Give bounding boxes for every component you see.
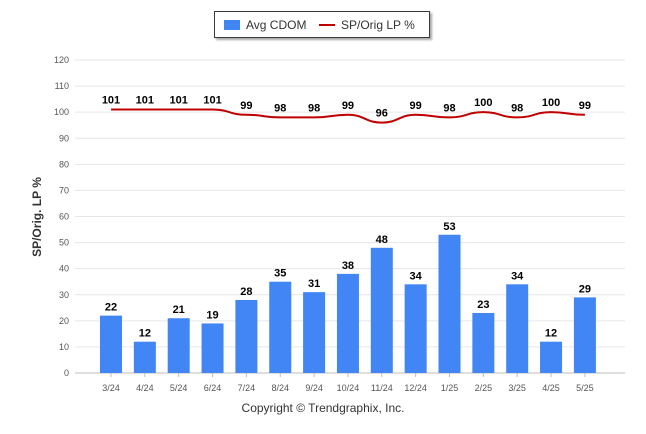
y-tick-label: 30 [59, 290, 69, 300]
line-data-label: 99 [240, 100, 252, 112]
line-series: 101 101 101 101 99 98 98 99 96 99 98 100 98 100 99 [102, 95, 591, 124]
x-axis: 3/24 4/24 5/24 6/24 7/24 8/24 9/24 10/24 11/24 12… [102, 373, 594, 393]
x-tick-label: 6/24 [204, 383, 222, 393]
bar-data-label: 12 [545, 328, 557, 340]
y-tick-label: 70 [59, 185, 69, 195]
x-tick-label: 7/24 [238, 383, 256, 393]
x-tick-label: 8/24 [271, 383, 289, 393]
y-axis: 0 10 20 30 40 50 60 70 80 90 100 110 120 [54, 55, 69, 378]
line-data-label: 101 [102, 95, 120, 107]
y-tick-label: 60 [59, 212, 69, 222]
y-tick-label: 80 [59, 159, 69, 169]
bar [573, 297, 596, 373]
bar-data-label: 38 [342, 260, 354, 272]
bar [133, 341, 156, 373]
y-tick-label: 120 [54, 55, 69, 65]
bar [269, 281, 292, 373]
bar-data-label: 21 [173, 304, 185, 316]
bar-data-label: 22 [105, 302, 117, 314]
bar [472, 313, 495, 373]
gridlines [75, 59, 625, 374]
bar [303, 292, 326, 373]
x-tick-label: 5/24 [170, 383, 188, 393]
bar [167, 318, 190, 373]
bar-data-label: 28 [240, 286, 252, 298]
line-data-label: 99 [410, 100, 422, 112]
copyright-text: Copyright © Trendgraphix, Inc. [241, 401, 405, 415]
bar-data-label: 34 [410, 270, 423, 282]
legend: Avg CDOM SP/Orig LP % [214, 11, 430, 38]
y-tick-label: 40 [59, 264, 69, 274]
bar-data-label: 23 [477, 299, 489, 311]
line-data-label: 98 [511, 102, 523, 114]
line-data-label: 98 [443, 102, 455, 114]
bar [506, 284, 529, 373]
x-tick-label: 12/24 [404, 383, 427, 393]
line-data-label: 98 [274, 102, 286, 114]
bar-data-label: 34 [511, 270, 524, 282]
bar-data-label: 31 [308, 278, 320, 290]
line-data-label: 96 [376, 108, 388, 120]
bar [336, 273, 359, 373]
line-data-label: 99 [579, 100, 591, 112]
x-tick-label: 10/24 [337, 383, 360, 393]
legend-label-bar: Avg CDOM [246, 18, 307, 32]
line-swatch-icon [319, 24, 335, 26]
x-tick-label: 2/25 [475, 383, 493, 393]
y-tick-label: 100 [54, 107, 69, 117]
line-data-label: 101 [170, 95, 188, 107]
x-tick-label: 3/24 [102, 383, 120, 393]
line-data-label: 99 [342, 100, 354, 112]
line-data-label: 98 [308, 102, 320, 114]
bar-swatch-icon [224, 20, 240, 30]
x-tick-label: 1/25 [441, 383, 459, 393]
line-data-label: 101 [203, 95, 221, 107]
bar-data-label: 53 [443, 221, 455, 233]
legend-item-bar[interactable]: Avg CDOM [224, 18, 306, 32]
series-line [110, 108, 585, 124]
y-tick-label: 110 [55, 81, 69, 91]
legend-item-line[interactable]: SP/Orig LP % [319, 18, 415, 32]
bar [438, 234, 461, 373]
x-tick-label: 11/24 [371, 383, 393, 393]
y-tick-label: 10 [59, 342, 69, 352]
x-tick-label: 4/24 [136, 383, 154, 393]
x-tick-label: 3/25 [508, 383, 526, 393]
bar-data-label: 19 [206, 309, 218, 321]
x-tick-label: 9/24 [305, 383, 323, 393]
bar-data-label: 35 [274, 268, 286, 280]
bar [540, 341, 563, 373]
bar-data-label: 48 [376, 234, 388, 246]
x-tick-label: 5/25 [576, 383, 594, 393]
bar-data-label: 12 [139, 328, 151, 340]
y-tick-label: 0 [64, 368, 69, 378]
legend-label-line: SP/Orig LP % [341, 18, 415, 32]
bar [235, 299, 258, 373]
y-tick-label: 90 [59, 133, 69, 143]
line-data-label: 100 [542, 97, 560, 109]
x-tick-label: 4/25 [542, 383, 560, 393]
y-axis-label: SP/Orig. LP % [30, 177, 44, 257]
bar-data-label: 29 [579, 283, 591, 295]
y-tick-label: 20 [59, 316, 69, 326]
bar [370, 247, 393, 373]
bar-series: 22 12 21 19 28 35 31 38 48 34 53 23 34 12 29 [100, 221, 596, 373]
line-data-label: 101 [136, 95, 154, 107]
line-data-label: 100 [474, 97, 492, 109]
bar [404, 284, 427, 373]
bar [100, 315, 122, 373]
y-tick-label: 50 [59, 238, 69, 248]
bar [201, 323, 224, 373]
